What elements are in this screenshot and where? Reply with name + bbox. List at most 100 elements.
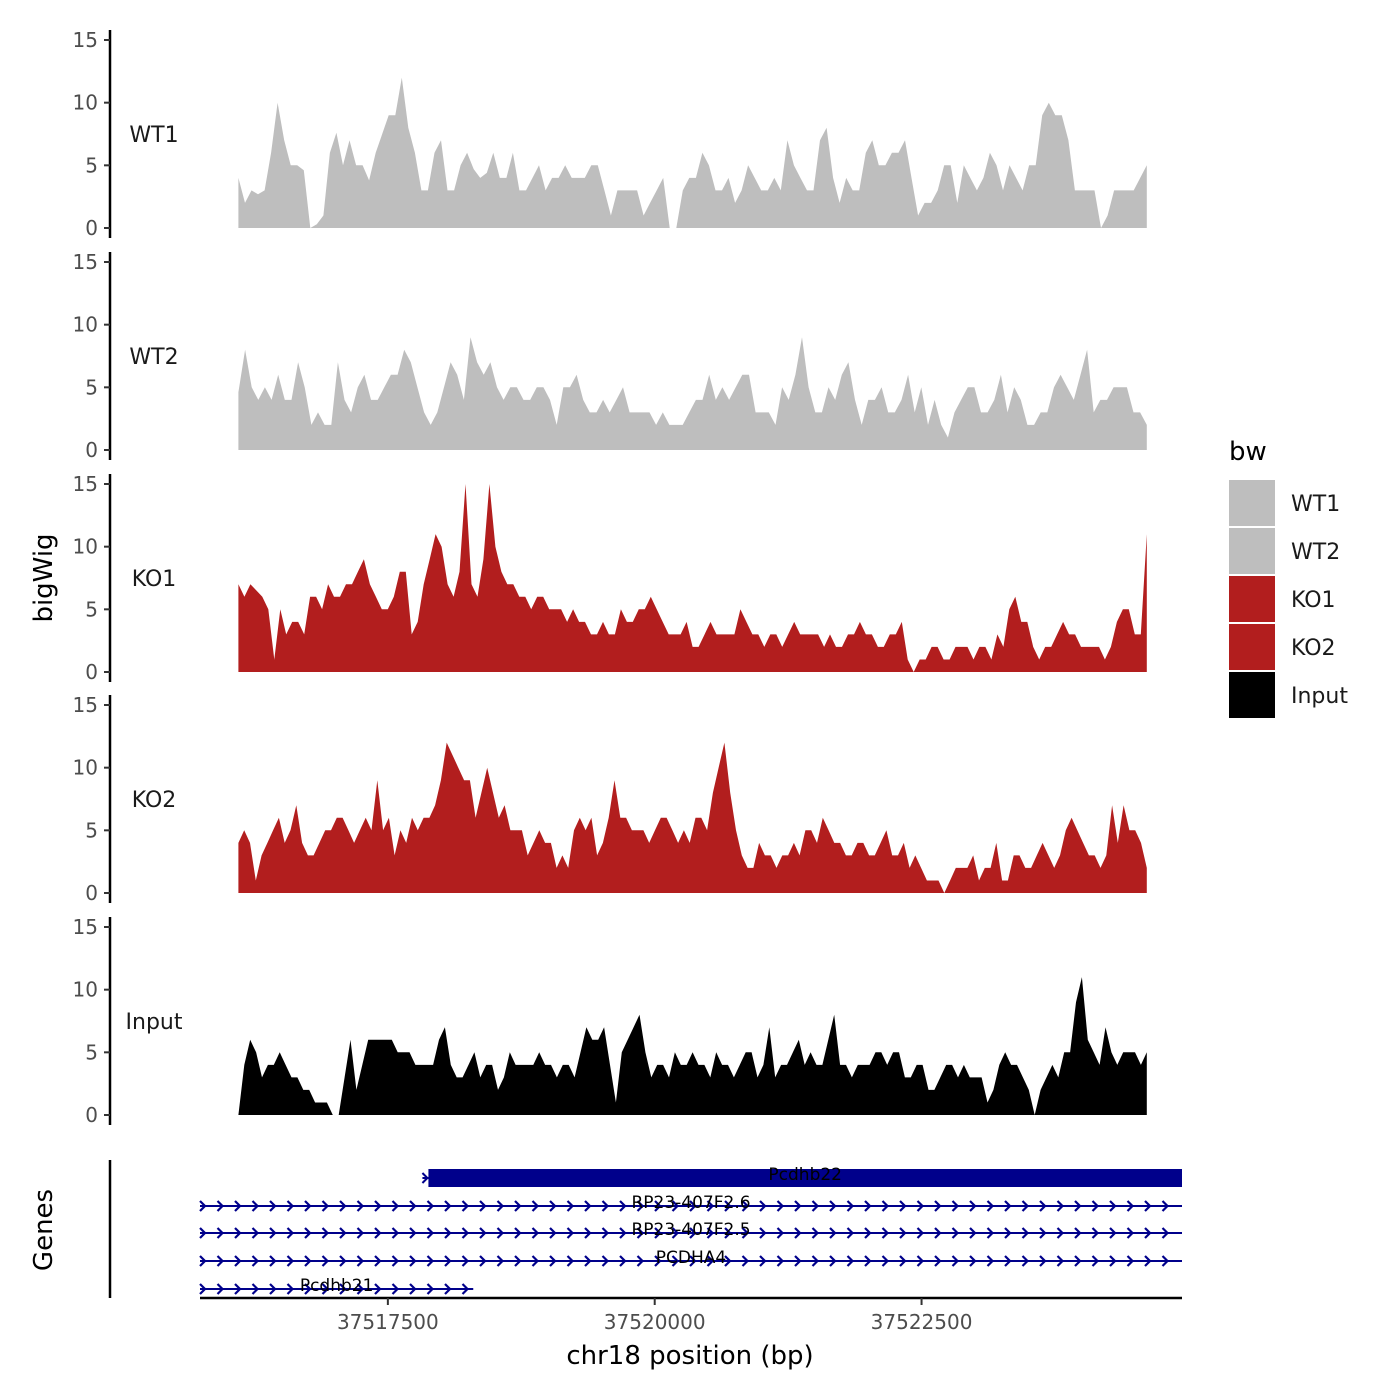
gene-arrow-rp23-407f2-6 xyxy=(1109,1200,1117,1212)
gene-arrow-rp23-407f2-5 xyxy=(251,1227,260,1239)
legend-swatch-ko1 xyxy=(1229,576,1275,622)
gene-arrow-rp23-407f2-5 xyxy=(864,1227,872,1239)
gene-block-pcdhb22 xyxy=(428,1169,1182,1187)
gene-arrow-rp23-407f2-5 xyxy=(899,1227,907,1239)
gene-arrow-rp23-407f2-5 xyxy=(619,1227,627,1239)
gene-arrow-pcdha4 xyxy=(374,1255,382,1267)
y-tick-label-ko1-10: 10 xyxy=(73,535,98,559)
gene-arrow-rp23-407f2-5 xyxy=(199,1227,207,1239)
gene-arrow-pcdhb21 xyxy=(234,1283,242,1295)
track-ko2: 0 5 10 15 KO2 xyxy=(73,693,1147,905)
gene-arrow-rp23-407f2-5 xyxy=(986,1227,995,1239)
gene-arrow-pcdha4 xyxy=(1021,1255,1030,1267)
gene-arrow-pcdhb21 xyxy=(321,1283,330,1295)
legend-swatch-wt2 xyxy=(1229,528,1275,574)
gene-arrow-pcdha4 xyxy=(811,1255,820,1267)
y-tick-label-wt1-5: 5 xyxy=(85,153,98,177)
gene-arrow-rp23-407f2-5 xyxy=(706,1227,715,1239)
gene-arrow-rp23-407f2-6 xyxy=(339,1200,347,1212)
legend-item-input: Input xyxy=(1229,672,1348,718)
y-tick-label-wt1-0: 0 xyxy=(85,216,98,240)
gene-arrow-pcdha4 xyxy=(636,1255,645,1267)
track-label-input: Input xyxy=(126,1010,183,1035)
x-tick-label-37522500: 37522500 xyxy=(871,1310,973,1334)
gene-arrow-pcdha4 xyxy=(846,1255,855,1267)
gene-arrow-rp23-407f2-6 xyxy=(724,1200,732,1212)
y-tick-label-wt1-10: 10 xyxy=(73,91,98,115)
gene-arrow-pcdhb21 xyxy=(409,1283,417,1295)
gene-arrow-rp23-407f2-6 xyxy=(531,1200,540,1212)
gene-arrow-rp23-407f2-6 xyxy=(916,1200,925,1212)
gene-arrow-rp23-407f2-6 xyxy=(776,1200,785,1212)
legend-swatch-input xyxy=(1229,672,1275,718)
legend-label-ko2: KO2 xyxy=(1291,636,1336,661)
gene-arrow-rp23-407f2-6 xyxy=(864,1200,872,1212)
gene-arrow-pcdhb21 xyxy=(391,1283,400,1295)
gene-arrow-pcdhb21 xyxy=(304,1283,312,1295)
gene-arrow-pcdha4 xyxy=(479,1255,487,1267)
legend-label-ko1: KO1 xyxy=(1291,588,1336,613)
area-wt1 xyxy=(238,77,1147,228)
gene-arrow-rp23-407f2-6 xyxy=(251,1200,260,1212)
gene-arrow-pcdha4 xyxy=(1074,1255,1082,1267)
gene-arrow-rp23-407f2-6 xyxy=(479,1200,487,1212)
gene-arrow-pcdhb21 xyxy=(251,1283,260,1295)
gene-arrow-rp23-407f2-5 xyxy=(356,1227,365,1239)
gene-arrow-rp23-407f2-5 xyxy=(549,1227,557,1239)
gene-arrow-pcdha4 xyxy=(531,1255,540,1267)
area-wt2 xyxy=(238,337,1147,450)
gene-arrow-pcdha4 xyxy=(1004,1255,1012,1267)
gene-arrow-rp23-407f2-5 xyxy=(304,1227,312,1239)
gene-arrow-rp23-407f2-6 xyxy=(969,1200,977,1212)
gene-arrow-pcdha4 xyxy=(916,1255,925,1267)
gene-label-pcdhb22: Pcdhb22 xyxy=(768,1165,842,1185)
gene-arrow-pcdha4 xyxy=(776,1255,785,1267)
gene-arrow-rp23-407f2-5 xyxy=(234,1227,242,1239)
legend-label-wt1: WT1 xyxy=(1291,492,1340,517)
gene-arrow-rp23-407f2-5 xyxy=(741,1227,750,1239)
gene-arrow-rp23-407f2-6 xyxy=(759,1200,767,1212)
y-tick-label-wt1-15: 15 xyxy=(73,28,98,52)
x-tick-label-37520000: 37520000 xyxy=(604,1310,706,1334)
gene-arrow-pcdhb21 xyxy=(374,1283,382,1295)
gene-arrow-rp23-407f2-5 xyxy=(881,1227,890,1239)
gene-arrow-pcdha4 xyxy=(1161,1255,1170,1267)
gene-arrow-pcdha4 xyxy=(339,1255,347,1267)
gene-arrow-rp23-407f2-6 xyxy=(1074,1200,1082,1212)
gene-arrow-rp23-407f2-5 xyxy=(1091,1227,1100,1239)
gene-arrow-rp23-407f2-5 xyxy=(776,1227,785,1239)
gene-arrow-pcdha4 xyxy=(566,1255,575,1267)
y-tick-label-wt2-5: 5 xyxy=(85,375,98,399)
gene-arrow-pcdha4 xyxy=(549,1255,557,1267)
gene-arrow-rp23-407f2-6 xyxy=(846,1200,855,1212)
gene-arrow-rp23-407f2-6 xyxy=(374,1200,382,1212)
gene-arrow-rp23-407f2-6 xyxy=(934,1200,942,1212)
area-input xyxy=(238,977,1147,1115)
gene-arrow-rp23-407f2-6 xyxy=(321,1200,330,1212)
gene-arrow-rp23-407f2-5 xyxy=(321,1227,330,1239)
gene-arrow-rp23-407f2-5 xyxy=(759,1227,767,1239)
y-tick-label-ko2-15: 15 xyxy=(73,693,98,717)
y-tick-label-wt2-10: 10 xyxy=(73,313,98,337)
gene-pcdha4: PCDHA4 xyxy=(199,1248,1182,1268)
gene-arrow-rp23-407f2-6 xyxy=(584,1200,592,1212)
y-tick-label-ko2-0: 0 xyxy=(85,881,98,905)
gene-arrow-pcdha4 xyxy=(689,1255,697,1267)
bigwig-tracks: 0 5 10 15 WT1 0 5 10 15 WT2 0 5 10 15 KO1 0 5 10 15 KO2 0 5 10… xyxy=(73,28,1147,1127)
gene-arrow-rp23-407f2-5 xyxy=(409,1227,417,1239)
gene-arrow-rp23-407f2-6 xyxy=(881,1200,890,1212)
gene-arrow-rp23-407f2-6 xyxy=(549,1200,557,1212)
gene-arrow-pcdhb21 xyxy=(461,1283,470,1295)
y-tick-label-input-10: 10 xyxy=(73,978,98,1002)
gene-arrow-rp23-407f2-5 xyxy=(951,1227,960,1239)
gene-arrow-pcdha4 xyxy=(881,1255,890,1267)
x-axis-title: chr18 position (bp) xyxy=(566,1341,813,1371)
gene-arrow-rp23-407f2-5 xyxy=(269,1227,277,1239)
gene-arrow-rp23-407f2-5 xyxy=(654,1227,662,1239)
track-wt2: 0 5 10 15 WT2 xyxy=(73,250,1147,462)
y-tick-label-ko1-5: 5 xyxy=(85,597,98,621)
gene-arrow-rp23-407f2-5 xyxy=(1109,1227,1117,1239)
legend-swatch-ko2 xyxy=(1229,624,1275,670)
gene-arrow-pcdha4 xyxy=(356,1255,365,1267)
legend-label-wt2: WT2 xyxy=(1291,540,1340,565)
